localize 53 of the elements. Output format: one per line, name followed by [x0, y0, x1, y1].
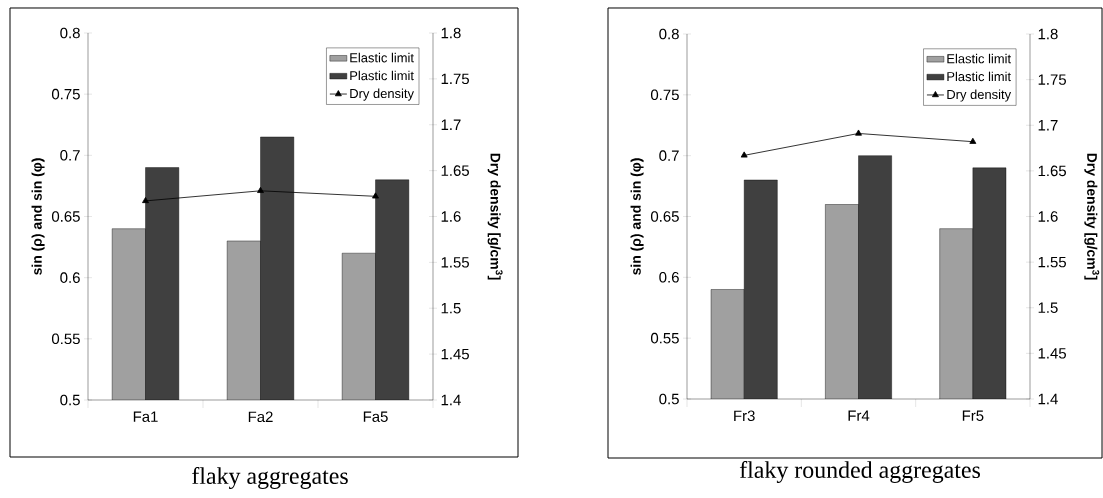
y-tick-label: 0.75 — [51, 88, 80, 100]
y2-tick-label: 1.6 — [1038, 211, 1058, 222]
y-axis-title: sin (ρ) and sin (φ) — [31, 158, 45, 275]
y-tick-label: 0.7 — [659, 150, 679, 161]
y-tick-label: 0.55 — [650, 332, 679, 344]
y2-tick-label: 1.45 — [1038, 348, 1066, 359]
y2-tick-label: 1.7 — [1038, 120, 1058, 131]
y2-tick-label: 1.7 — [441, 119, 461, 130]
y2-tick-label: 1.4 — [1038, 393, 1058, 405]
y2-tick-label: 1.75 — [1038, 74, 1066, 85]
y2-tick-label: 1.65 — [441, 165, 469, 176]
point — [969, 137, 977, 144]
point — [740, 151, 748, 158]
y-tick-label: 0.7 — [60, 150, 80, 161]
point — [855, 129, 862, 136]
y-tick-label: 0.8 — [60, 27, 80, 39]
text: flaky aggregates — [192, 467, 348, 489]
y-tick-label: 0.65 — [650, 211, 679, 222]
y2-tick-label: 1.6 — [441, 211, 461, 222]
y2-tick-label: 1.8 — [1038, 28, 1058, 40]
y2-tick-label: 1.4 — [441, 394, 461, 406]
y2-tick-label: 1.55 — [441, 257, 469, 268]
y-tick-label: 0.6 — [60, 272, 80, 283]
y-tick-label: 0.75 — [650, 89, 679, 101]
y2-axis-title: Dry density [g/cm$^{3}$] — [487, 153, 503, 280]
x-tick-label: Fa1 — [133, 411, 158, 422]
y2-tick-label: 1.8 — [441, 27, 461, 39]
legend-label: Dry density — [947, 89, 1012, 102]
y-tick-label: 0.65 — [51, 211, 80, 222]
y-tick-label: 0.6 — [659, 272, 679, 283]
y-tick-label: 0.5 — [659, 393, 679, 405]
y2-tick-label: 1.75 — [441, 73, 469, 85]
x-tick-label: Fa5 — [363, 411, 388, 422]
y2-tick-label: 1.65 — [1038, 165, 1066, 177]
legend-label: Plastic limit — [350, 70, 414, 81]
y2-axis-title: Dry density [g/cm$^{3}$] — [1084, 153, 1100, 280]
legend-label: Plastic limit — [947, 71, 1011, 82]
x-tick-label: Fr4 — [848, 410, 870, 421]
legend-label: Elastic limit — [350, 52, 414, 63]
legend-label: Elastic limit — [947, 53, 1011, 64]
x-tick-label: Fr5 — [962, 410, 984, 421]
text: flaky rounded aggregates — [739, 461, 980, 483]
legend-label: Dry density — [350, 88, 414, 101]
y-axis-title: sin (ρ) and sin (φ) — [630, 158, 644, 275]
y-tick-label: 0.8 — [659, 28, 679, 40]
y2-tick-label: 1.5 — [441, 303, 461, 314]
x-tick-label: Fr3 — [734, 410, 755, 422]
x-tick-label: Fa2 — [248, 411, 273, 423]
y2-tick-label: 1.5 — [1038, 302, 1058, 313]
y-tick-label: 0.55 — [51, 333, 80, 345]
y2-tick-label: 1.45 — [441, 348, 469, 360]
y-tick-label: 0.5 — [60, 394, 80, 406]
y2-tick-label: 1.55 — [1038, 256, 1066, 268]
